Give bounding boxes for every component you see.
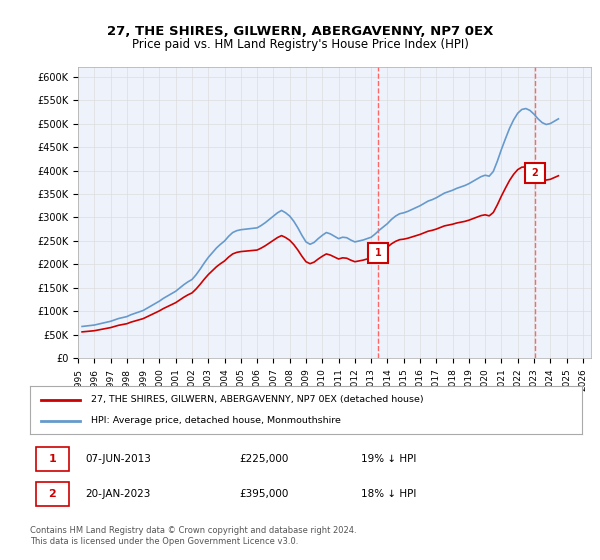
FancyBboxPatch shape bbox=[35, 447, 68, 472]
FancyBboxPatch shape bbox=[35, 482, 68, 506]
Text: 07-JUN-2013: 07-JUN-2013 bbox=[85, 454, 151, 464]
Text: 18% ↓ HPI: 18% ↓ HPI bbox=[361, 489, 416, 499]
Text: 1: 1 bbox=[48, 454, 56, 464]
Text: 19% ↓ HPI: 19% ↓ HPI bbox=[361, 454, 416, 464]
Text: 2: 2 bbox=[532, 168, 538, 178]
Text: £225,000: £225,000 bbox=[240, 454, 289, 464]
Text: 27, THE SHIRES, GILWERN, ABERGAVENNY, NP7 0EX: 27, THE SHIRES, GILWERN, ABERGAVENNY, NP… bbox=[107, 25, 493, 38]
Text: Contains HM Land Registry data © Crown copyright and database right 2024.
This d: Contains HM Land Registry data © Crown c… bbox=[30, 526, 356, 546]
Text: 27, THE SHIRES, GILWERN, ABERGAVENNY, NP7 0EX (detached house): 27, THE SHIRES, GILWERN, ABERGAVENNY, NP… bbox=[91, 395, 424, 404]
Text: 1: 1 bbox=[375, 248, 382, 258]
Text: £395,000: £395,000 bbox=[240, 489, 289, 499]
Text: 2: 2 bbox=[48, 489, 56, 499]
Text: HPI: Average price, detached house, Monmouthshire: HPI: Average price, detached house, Monm… bbox=[91, 416, 341, 425]
Text: 20-JAN-2023: 20-JAN-2023 bbox=[85, 489, 151, 499]
Text: Price paid vs. HM Land Registry's House Price Index (HPI): Price paid vs. HM Land Registry's House … bbox=[131, 38, 469, 51]
